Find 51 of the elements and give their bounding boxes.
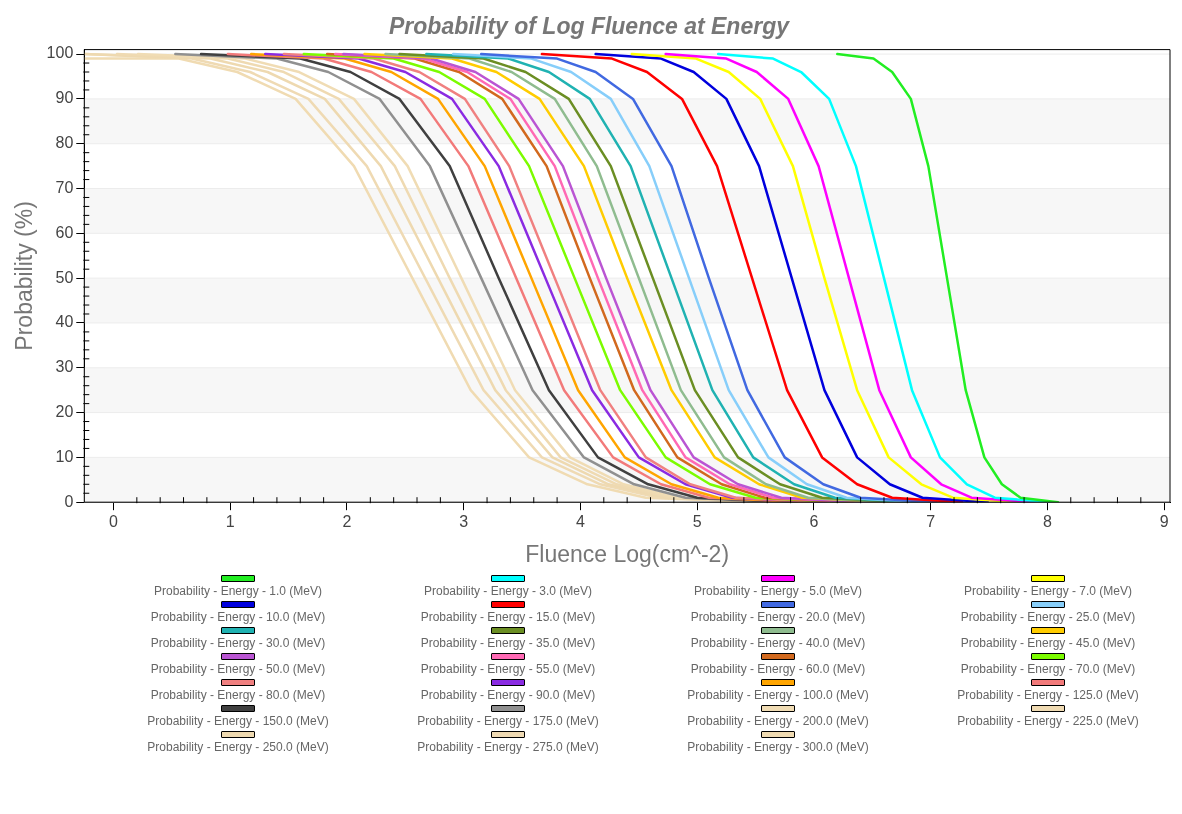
legend-label: Probability - Energy - 175.0 (MeV) xyxy=(417,714,599,728)
legend-label: Probability - Energy - 90.0 (MeV) xyxy=(420,688,596,702)
x-tick-label: 5 xyxy=(692,513,702,531)
legend-label: Probability - Energy - 150.0 (MeV) xyxy=(147,714,329,728)
y-tick-label: 0 xyxy=(64,492,74,510)
legend-label: Probability - Energy - 7.0 (MeV) xyxy=(963,584,1133,598)
x-tick-label: 8 xyxy=(1042,513,1052,531)
legend-label: Probability - Energy - 10.0 (MeV) xyxy=(150,610,326,624)
x-tick-label: 4 xyxy=(576,513,585,531)
legend-label: Probability - Energy - 60.0 (MeV) xyxy=(690,662,866,676)
x-tick-label: 6 xyxy=(809,513,819,531)
y-tick-label: 80 xyxy=(55,134,74,152)
legend-label: Probability - Energy - 20.0 (MeV) xyxy=(690,610,866,624)
legend-label: Probability - Energy - 40.0 (MeV) xyxy=(690,636,866,650)
x-tick-label: 2 xyxy=(342,513,352,531)
x-tick-label: 3 xyxy=(459,513,469,531)
legend-label: Probability - Energy - 5.0 (MeV) xyxy=(693,584,863,598)
legend-label: Probability - Energy - 250.0 (MeV) xyxy=(147,740,329,754)
legend-label: Probability - Energy - 15.0 (MeV) xyxy=(420,610,596,624)
y-tick-label: 50 xyxy=(55,268,74,286)
y-tick-label: 10 xyxy=(55,447,74,465)
y-tick-label: 70 xyxy=(55,178,74,196)
legend-label: Probability - Energy - 275.0 (MeV) xyxy=(417,740,599,754)
y-tick-label: 20 xyxy=(55,402,74,420)
legend-label: Probability - Energy - 125.0 (MeV) xyxy=(957,688,1139,702)
legend-label: Probability - Energy - 45.0 (MeV) xyxy=(960,636,1136,650)
legend-label: Probability - Energy - 30.0 (MeV) xyxy=(150,636,326,650)
legend-label: Probability - Energy - 80.0 (MeV) xyxy=(150,688,326,702)
y-tick-label: 100 xyxy=(46,44,74,62)
x-tick-label: 0 xyxy=(109,513,119,531)
chart-title: Probability of Log Fluence at Energy xyxy=(389,13,791,40)
y-tick-label: 60 xyxy=(55,223,74,241)
legend-label: Probability - Energy - 300.0 (MeV) xyxy=(687,740,869,754)
legend-label: Probability - Energy - 1.0 (MeV) xyxy=(153,584,323,598)
legend-label: Probability - Energy - 70.0 (MeV) xyxy=(960,662,1136,676)
y-axis-title: Probability (%) xyxy=(11,201,38,351)
y-tick-label: 90 xyxy=(55,89,74,107)
x-tick-label: 9 xyxy=(1159,513,1169,531)
legend-label: Probability - Energy - 35.0 (MeV) xyxy=(420,636,596,650)
legend-label: Probability - Energy - 225.0 (MeV) xyxy=(957,714,1139,728)
legend-label: Probability - Energy - 50.0 (MeV) xyxy=(150,662,326,676)
y-tick-label: 30 xyxy=(55,358,74,376)
legend-label: Probability - Energy - 200.0 (MeV) xyxy=(687,714,869,728)
x-axis-title: Fluence Log(cm^-2) xyxy=(525,540,730,567)
x-tick-label: 7 xyxy=(926,513,936,531)
y-tick-label: 40 xyxy=(55,313,74,331)
x-tick-label: 1 xyxy=(225,513,235,531)
legend-label: Probability - Energy - 55.0 (MeV) xyxy=(420,662,596,676)
legend-label: Probability - Energy - 25.0 (MeV) xyxy=(960,610,1136,624)
legend-label: Probability - Energy - 3.0 (MeV) xyxy=(423,584,593,598)
legend-label: Probability - Energy - 100.0 (MeV) xyxy=(687,688,869,702)
